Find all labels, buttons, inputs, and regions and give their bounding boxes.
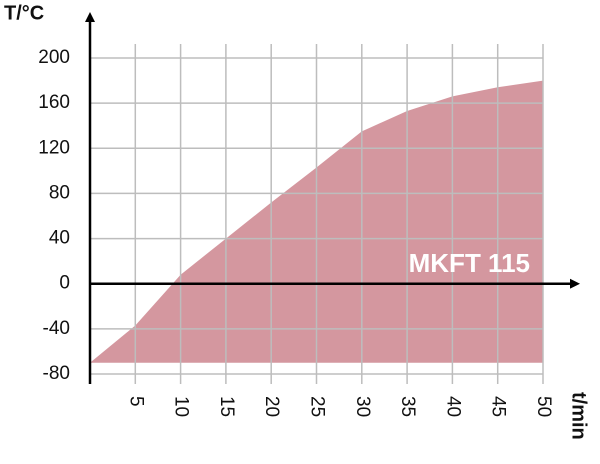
x-tick-label: 40 [442, 396, 463, 417]
x-tick-label: 15 [216, 396, 237, 417]
annotation: MKFT 115 [409, 248, 530, 278]
y-tick-label: 80 [49, 182, 70, 203]
x-tick-label: 10 [171, 396, 192, 417]
y-tick-label: 40 [49, 228, 70, 249]
y-tick-label: -80 [43, 363, 70, 384]
y-tick-label: 0 [59, 273, 70, 294]
y-tick-label: 120 [38, 137, 70, 158]
x-tick-label: 20 [261, 396, 282, 417]
x-tick-label: 50 [533, 396, 554, 417]
x-axis-label: t/min [568, 392, 590, 440]
x-tick-label: 5 [125, 396, 146, 407]
x-tick-label: 35 [397, 396, 418, 417]
y-axis-label: T/°C [4, 2, 44, 24]
y-tick-label: 200 [38, 47, 70, 68]
x-tick-label: 45 [488, 396, 509, 417]
y-tick-label: 160 [38, 92, 70, 113]
y-tick-label: -40 [43, 318, 70, 339]
x-tick-label: 30 [352, 396, 373, 417]
x-tick-label: 25 [306, 396, 327, 417]
